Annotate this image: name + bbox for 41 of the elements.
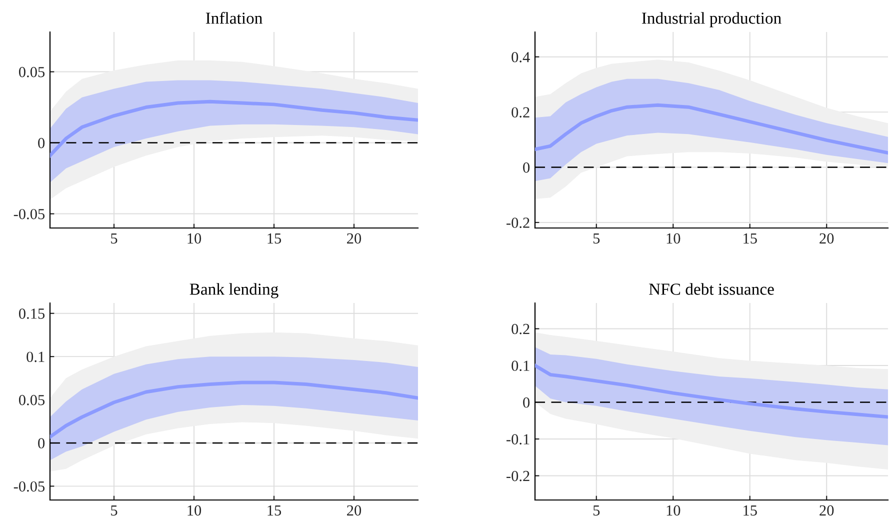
x-tick-label: 15 xyxy=(744,233,757,244)
line-series xyxy=(50,380,418,439)
x-tick-label: 10 xyxy=(666,233,680,244)
x-tick-label: 20 xyxy=(347,233,362,244)
y-tick-label: 0.05 xyxy=(18,394,45,406)
x-tick-label: 20 xyxy=(347,505,362,516)
y-tick-label: -0.2 xyxy=(506,470,530,482)
y-tick-label: 0 xyxy=(38,138,45,148)
x-tick-label: 5 xyxy=(111,233,118,244)
line-series xyxy=(50,100,418,158)
y-tick-label: -0.1 xyxy=(506,434,530,445)
chart-title: NFC debt issuance xyxy=(649,283,774,295)
x-tick-label: 20 xyxy=(820,233,834,244)
y-tick-label: 0.2 xyxy=(512,324,530,334)
y-tick-label: 0.05 xyxy=(18,66,45,78)
x-tick-label: 5 xyxy=(593,233,600,244)
x-tick-label: 5 xyxy=(111,505,118,516)
x-tick-label: 10 xyxy=(666,505,680,516)
y-tick-label: 0 xyxy=(38,438,45,448)
line-series xyxy=(535,103,888,155)
line-series xyxy=(535,364,888,419)
y-tick-label: 0.1 xyxy=(26,352,44,362)
y-tick-label: 0.2 xyxy=(512,107,530,118)
y-tick-label: -0.05 xyxy=(14,208,45,220)
chart-title: Inflation xyxy=(206,12,262,24)
y-tick-label: 0.4 xyxy=(512,52,530,62)
y-tick-label: -0.05 xyxy=(14,481,45,492)
y-tick-label: 0 xyxy=(523,162,530,173)
x-tick-label: 15 xyxy=(744,505,757,516)
y-tick-label: 0.1 xyxy=(512,360,530,371)
chart-title: Industrial production xyxy=(642,12,782,28)
x-tick-label: 10 xyxy=(188,505,202,516)
y-tick-label: -0.2 xyxy=(506,218,530,228)
x-tick-label: 15 xyxy=(268,233,282,244)
x-tick-label: 15 xyxy=(268,505,282,516)
x-tick-label: 5 xyxy=(593,505,600,516)
chart-title: Bank lending xyxy=(190,283,278,298)
y-tick-label: 0 xyxy=(523,397,530,408)
x-tick-label: 20 xyxy=(820,505,834,516)
x-tick-label: 10 xyxy=(188,233,202,244)
y-tick-label: 0.15 xyxy=(18,308,45,319)
